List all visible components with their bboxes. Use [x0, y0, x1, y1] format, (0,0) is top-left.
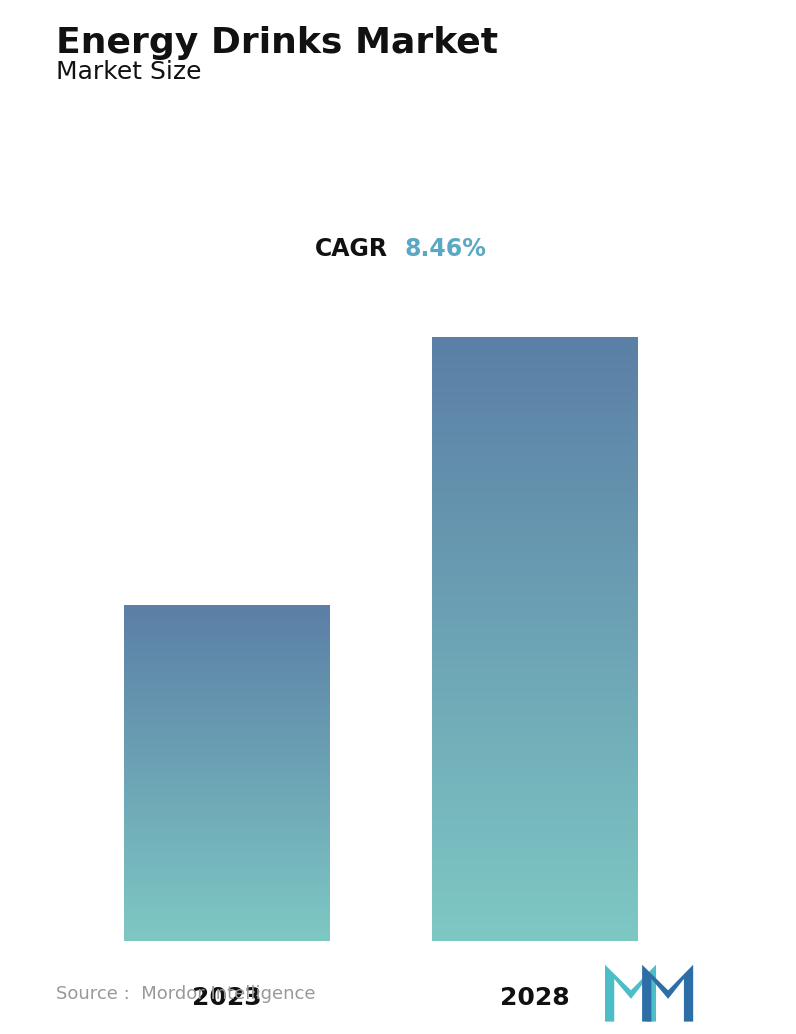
Text: Market Size: Market Size [56, 60, 201, 84]
Text: Energy Drinks Market: Energy Drinks Market [56, 26, 498, 60]
Text: 8.46%: 8.46% [405, 237, 486, 261]
Text: 2028: 2028 [500, 985, 570, 1009]
Polygon shape [642, 965, 693, 1022]
Text: Source :  Mordor Intelligence: Source : Mordor Intelligence [56, 985, 315, 1003]
Text: CAGR: CAGR [314, 237, 388, 261]
Polygon shape [605, 965, 656, 1022]
Text: 2023: 2023 [192, 985, 262, 1009]
